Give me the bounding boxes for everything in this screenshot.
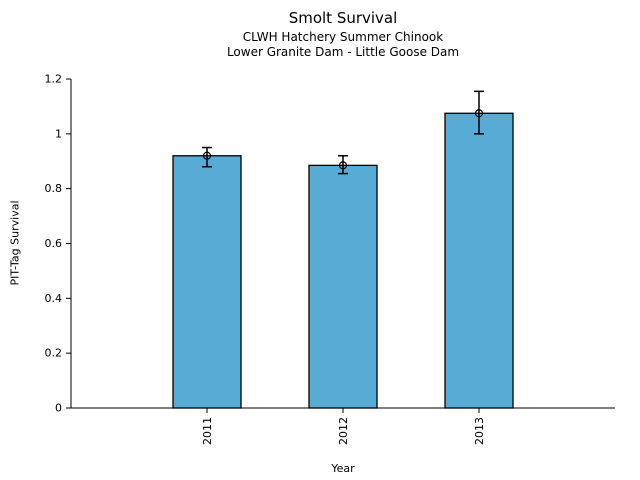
- bar-2012: [308, 164, 378, 409]
- point-marker-icon: [202, 151, 212, 160]
- x-axis-label: Year: [331, 462, 355, 475]
- bar-2013: [444, 112, 514, 409]
- x-tick-label: 2013: [473, 417, 486, 445]
- y-tick-label: 0.4: [45, 292, 63, 305]
- y-tick-label: 1: [55, 127, 62, 140]
- y-tick-label: 0.6: [45, 237, 63, 250]
- y-tick-label: 0: [55, 402, 62, 415]
- bar-2011: [172, 155, 242, 409]
- chart-title: Smolt Survival: [288, 9, 398, 27]
- y-tick-label: 1.2: [45, 73, 63, 86]
- point-marker-icon: [338, 161, 348, 170]
- y-tick-label: 0.8: [45, 182, 63, 195]
- chart-subtitle-line1: CLWH Hatchery Summer Chinook: [242, 30, 444, 44]
- point-marker-icon: [474, 109, 484, 118]
- x-tick-label: 2012: [337, 417, 350, 445]
- chart-subtitle-line2: Lower Granite Dam - Little Goose Dam: [226, 45, 460, 59]
- x-tick-label: 2011: [201, 417, 214, 445]
- y-tick-label: 0.2: [45, 347, 63, 360]
